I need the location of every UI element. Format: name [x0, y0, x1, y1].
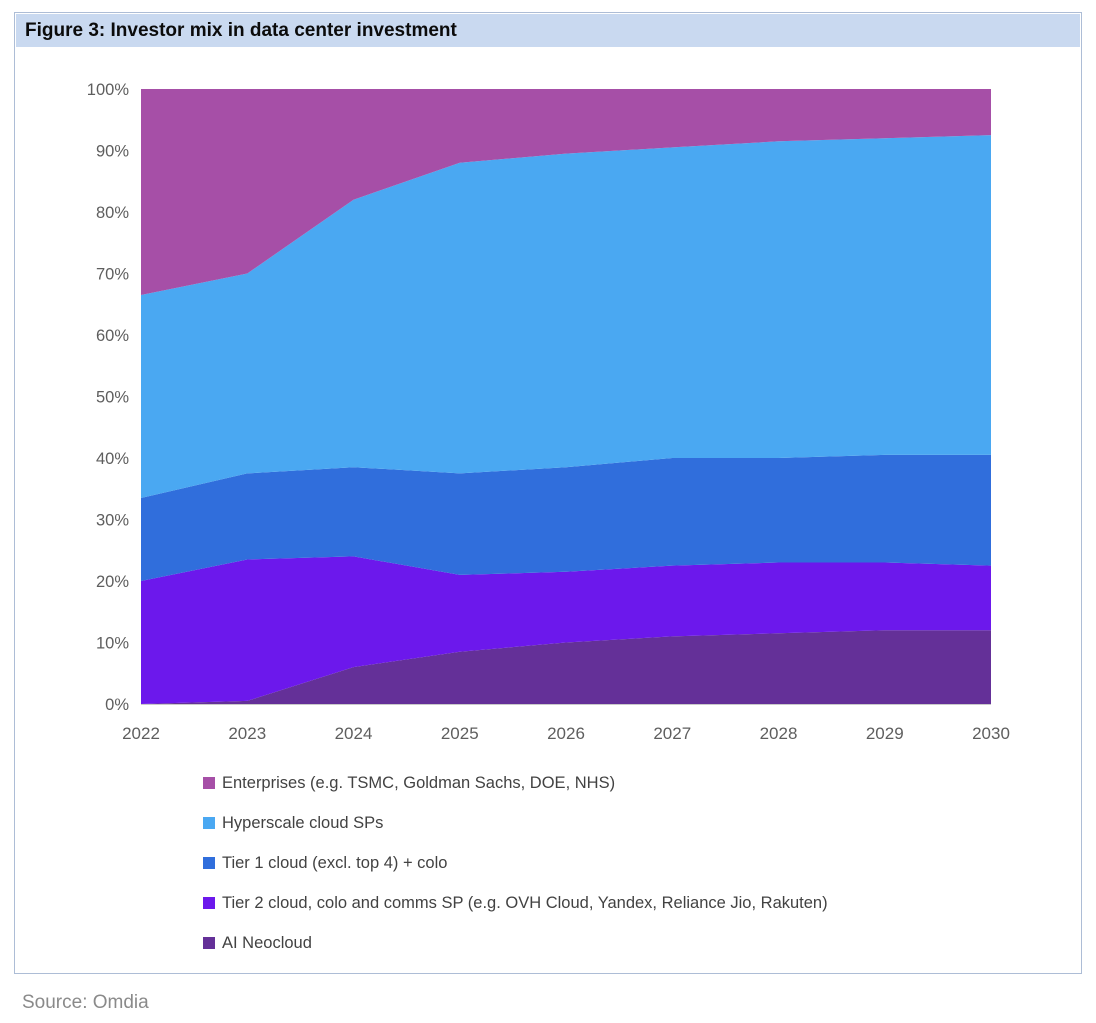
y-tick-label: 70% — [96, 266, 129, 284]
x-tick-label: 2025 — [441, 724, 479, 743]
area-tier2 — [141, 556, 991, 704]
legend-item-ai-neocloud: AI Neocloud — [203, 930, 828, 956]
y-tick-label: 40% — [96, 450, 129, 468]
x-tick-label: 2028 — [760, 724, 798, 743]
legend-label-hyperscale: Hyperscale cloud SPs — [222, 813, 384, 832]
legend-swatch-ai-neocloud — [203, 937, 215, 949]
legend-swatch-hyperscale — [203, 817, 215, 829]
area-tier1 — [141, 454, 991, 581]
stacked-area-chart: 0% 10% 20% 30% 40% 50% 60% 70% 80% 90% 100% 2022 202… — [87, 81, 1010, 743]
y-tick-label: 50% — [96, 389, 129, 407]
legend-item-tier2: Tier 2 cloud, colo and comms SP (e.g. OV… — [203, 890, 828, 916]
area-enterprises — [141, 89, 991, 295]
x-tick-label: 2023 — [228, 724, 266, 743]
legend-item-hyperscale: Hyperscale cloud SPs — [203, 810, 828, 836]
x-tick-label: 2024 — [335, 724, 373, 743]
legend-label-ai-neocloud: AI Neocloud — [222, 933, 312, 952]
y-tick-label: 10% — [96, 635, 129, 653]
figure-container: Figure 3: Investor mix in data center in… — [14, 12, 1082, 974]
legend-swatch-tier2 — [203, 897, 215, 909]
y-tick-label: 100% — [87, 81, 130, 99]
y-tick-label: 0% — [105, 696, 129, 714]
y-tick-label: 80% — [96, 204, 129, 222]
source-text: Source: Omdia — [22, 992, 149, 1013]
y-tick-label: 20% — [96, 573, 129, 591]
x-tick-label: 2030 — [972, 724, 1010, 743]
x-tick-label: 2029 — [866, 724, 904, 743]
legend-label-tier1: Tier 1 cloud (excl. top 4) + colo — [222, 853, 448, 872]
legend-label-enterprises: Enterprises (e.g. TSMC, Goldman Sachs, D… — [222, 773, 616, 792]
figure-title-bar: Figure 3: Investor mix in data center in… — [16, 14, 1080, 47]
legend-swatch-tier1 — [203, 857, 215, 869]
area-ai-neocloud — [141, 630, 991, 704]
y-tick-label: 90% — [96, 143, 129, 161]
figure-title: Figure 3: Investor mix in data center in… — [25, 20, 457, 41]
chart-legend: Enterprises (e.g. TSMC, Goldman Sachs, D… — [203, 770, 828, 970]
y-tick-label: 30% — [96, 512, 129, 530]
legend-label-tier2: Tier 2 cloud, colo and comms SP (e.g. OV… — [222, 893, 828, 912]
legend-swatch-enterprises — [203, 777, 215, 789]
y-tick-label: 60% — [96, 327, 129, 345]
legend-item-tier1: Tier 1 cloud (excl. top 4) + colo — [203, 850, 828, 876]
area-hyperscale — [141, 135, 991, 498]
x-tick-label: 2022 — [122, 724, 160, 743]
x-tick-label: 2027 — [653, 724, 691, 743]
x-tick-label: 2026 — [547, 724, 585, 743]
legend-item-enterprises: Enterprises (e.g. TSMC, Goldman Sachs, D… — [203, 770, 828, 796]
